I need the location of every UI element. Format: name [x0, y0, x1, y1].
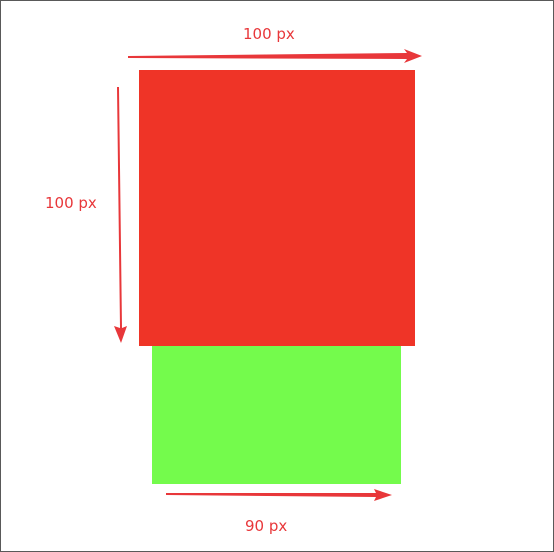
top-width-arrow	[128, 49, 422, 63]
bottom-width-arrow	[166, 489, 392, 501]
left-height-arrow	[114, 87, 127, 343]
left-height-label: 100 px	[45, 194, 97, 212]
bottom-width-label: 90 px	[245, 517, 287, 535]
top-width-label: 100 px	[243, 25, 295, 43]
